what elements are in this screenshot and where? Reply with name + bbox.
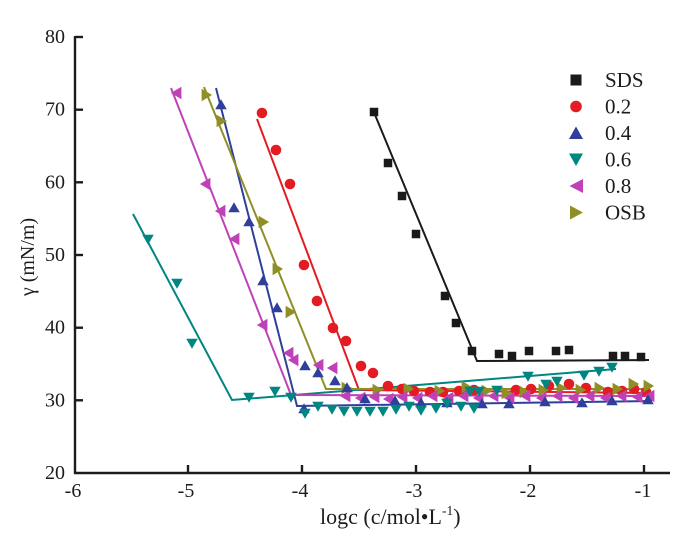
svg-text:-4: -4 [292,480,309,502]
svg-text:SDS: SDS [605,68,644,92]
svg-text:60: 60 [45,171,65,193]
svg-text:-3: -3 [406,480,423,502]
svg-text:OSB: OSB [605,201,646,225]
svg-text:0.8: 0.8 [605,174,631,198]
svg-text:0.4: 0.4 [605,121,632,145]
svg-text:0.6: 0.6 [605,148,631,172]
svg-text:-6: -6 [65,480,82,502]
svg-text:50: 50 [45,244,65,266]
svg-text:40: 40 [45,317,65,339]
svg-text:γ (mN/m): γ (mN/m) [17,218,39,297]
svg-text:-2: -2 [520,480,537,502]
svg-text:-5: -5 [178,480,195,502]
svg-text:80: 80 [45,26,65,48]
svg-text:70: 70 [45,99,65,121]
svg-text:30: 30 [45,389,65,411]
svg-text:20: 20 [45,462,65,484]
svg-text:logc (c/mol•L-1): logc (c/mol•L-1) [320,503,461,529]
svg-text:0.2: 0.2 [605,95,631,119]
svg-text:-1: -1 [635,480,652,502]
